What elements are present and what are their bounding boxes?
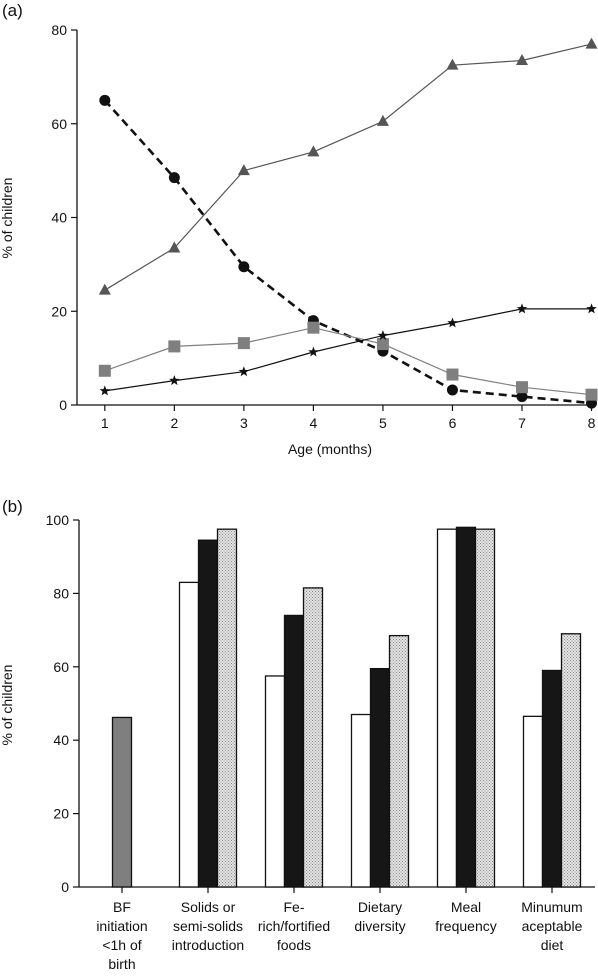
star-marker (169, 375, 180, 386)
x-tick-label: 2 (170, 415, 178, 431)
bar-black (541, 669, 563, 888)
bar-white (264, 675, 286, 888)
x-tick-label: 8 (588, 415, 596, 431)
category-label: rich/fortified (258, 918, 330, 934)
x-tick-label: 6 (449, 415, 457, 431)
x-tick-label: 4 (310, 415, 318, 431)
category-label: Fe- (284, 899, 305, 915)
category-label: semi-solids (173, 918, 243, 934)
category-label: initiation (96, 918, 147, 934)
bar-dotted (302, 587, 324, 888)
bar-dotted (216, 528, 238, 888)
square-marker (376, 338, 389, 351)
y-tick-label: 60 (51, 116, 67, 132)
square-marker (515, 381, 528, 394)
category-label: aceptable (522, 918, 583, 934)
bar-white (522, 715, 544, 888)
circle-marker (168, 172, 180, 184)
line-chart-panel-a: (a) % of children Age (months) 0 20 40 60 80… (0, 1, 598, 457)
bar-dotted (388, 634, 410, 888)
y-tick-label: 40 (51, 210, 67, 226)
category-label: Minumum (521, 899, 582, 915)
x-tick-label: 1 (101, 415, 109, 431)
line-chart-series (98, 37, 598, 409)
star-marker (308, 346, 319, 357)
x-tick-label: 5 (379, 415, 387, 431)
square-marker (237, 337, 250, 350)
square-marker (585, 388, 598, 401)
category-label: Solids or (181, 899, 236, 915)
series-line-triangle (104, 43, 592, 291)
star-marker (377, 330, 389, 341)
bar-white (436, 528, 458, 888)
bar-chart-bars (111, 526, 582, 888)
y-tick-label: 0 (59, 397, 67, 413)
category-label: foods (277, 937, 311, 953)
star-marker (99, 385, 110, 396)
star-marker (516, 303, 528, 314)
panel-label-a: (a) (2, 1, 23, 20)
y-tick-label: 20 (53, 806, 69, 822)
triangle-marker (168, 241, 181, 253)
category-label: diet (541, 937, 564, 953)
line-chart-axes: 0 20 40 60 80 1 2 3 4 5 6 7 8 (51, 22, 595, 431)
circle-marker (99, 94, 111, 106)
triangle-marker (98, 283, 111, 295)
square-marker (98, 364, 111, 377)
category-label: introduction (172, 937, 244, 953)
bar-black (455, 526, 477, 888)
bar-black (197, 539, 219, 888)
triangle-marker (307, 145, 320, 157)
bar-chart-axes: 0 20 40 60 80 100 (46, 512, 595, 895)
line-chart-xlabel: Age (months) (288, 441, 372, 457)
circle-marker (238, 261, 250, 273)
star-marker (447, 317, 458, 328)
series-line-star (104, 308, 592, 392)
category-label: frequency (435, 918, 496, 934)
category-label: BF (113, 899, 131, 915)
category-label: Dietary (358, 899, 402, 915)
y-tick-label: 40 (53, 732, 69, 748)
panel-label-b: (b) (2, 497, 23, 516)
bar-grey (111, 716, 133, 888)
bar-white (350, 713, 372, 888)
triangle-marker (376, 114, 389, 126)
star-marker (238, 366, 250, 377)
category-label: <1h of (102, 937, 141, 953)
line-chart-ylabel: % of children (0, 178, 15, 259)
category-label: birth (108, 956, 135, 972)
y-tick-label: 100 (46, 512, 70, 528)
x-tick-label: 3 (240, 415, 248, 431)
triangle-marker (446, 58, 459, 70)
square-marker (446, 368, 459, 381)
triangle-marker (515, 53, 528, 65)
square-marker (307, 321, 320, 334)
category-label: diversity (354, 918, 405, 934)
star-marker (586, 303, 597, 314)
square-marker (168, 340, 181, 353)
bar-black (369, 667, 391, 888)
circle-marker (446, 384, 458, 396)
series-line-square (104, 327, 592, 396)
x-tick-label: 7 (518, 415, 526, 431)
bar-chart-category-labels: BF initiation <1h of birth Solids or semi-sol… (96, 899, 582, 972)
bar-white (178, 581, 200, 888)
category-label: Meal (451, 899, 481, 915)
bar-black (283, 614, 305, 888)
y-tick-label: 0 (61, 879, 69, 895)
y-tick-label: 80 (51, 22, 67, 38)
circle-marker (516, 391, 528, 403)
bar-dotted (474, 528, 496, 888)
triangle-marker (237, 164, 250, 176)
bar-chart-ylabel: % of children (0, 665, 15, 746)
bar-dotted (560, 633, 582, 888)
y-tick-label: 20 (51, 303, 67, 319)
bar-chart-panel-b: (b) % of children 0 20 40 60 80 100 BF initiat… (0, 497, 595, 972)
triangle-marker (585, 37, 598, 49)
y-tick-label: 60 (53, 659, 69, 675)
y-tick-label: 80 (53, 585, 69, 601)
